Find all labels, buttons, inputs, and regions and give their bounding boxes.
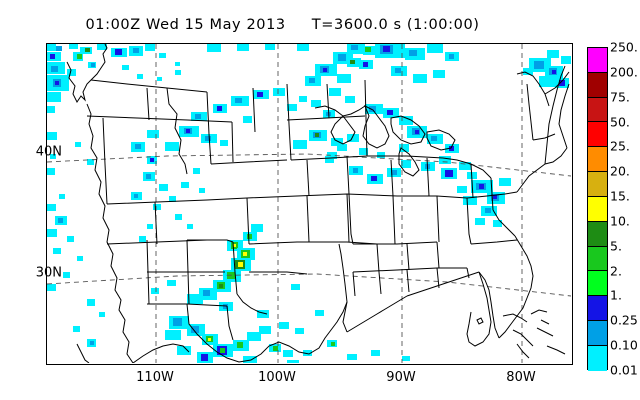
colorbar	[587, 47, 608, 371]
x-tick-80w: 80W	[506, 370, 536, 385]
colorbar-band-025	[588, 321, 607, 346]
precipitation-layer	[47, 44, 571, 363]
colorbar-band-25	[588, 147, 607, 173]
colorbar-band-200	[588, 72, 607, 98]
precip-northern-rockies	[111, 44, 181, 81]
precip-mid-atlantic	[457, 172, 511, 227]
precip-southwest-heavy	[187, 224, 263, 311]
colorbar-band-5	[588, 246, 607, 272]
precip-ohio-valley	[293, 130, 471, 184]
x-tick-100w: 100W	[258, 370, 296, 385]
colorbar-tick-010: 0.10	[610, 337, 638, 353]
colorbar-band-010	[588, 345, 607, 371]
x-tick-110w: 110W	[136, 370, 174, 385]
precip-great-lakes	[327, 104, 459, 164]
colorbar-band-20	[588, 172, 607, 197]
map-canvas	[47, 44, 571, 363]
precip-great-basin	[47, 132, 105, 347]
colorbar-tick-1: 1.	[610, 287, 622, 303]
map-outlines	[66, 44, 570, 363]
colorbar-band-75	[588, 97, 607, 123]
colorbar-tick-50: 50.	[610, 114, 630, 130]
y-tick-30n-text: 30N	[35, 265, 62, 281]
colorbar-tick-001: 0.01	[610, 362, 638, 378]
colorbar-tick-5: 5.	[610, 238, 622, 254]
colorbar-tick-025: 0.25	[610, 312, 638, 328]
x-tick-90w: 90W	[386, 370, 416, 385]
colorbar-tick-200: 200.	[610, 64, 638, 80]
precip-southern-plains	[151, 280, 410, 363]
map-plot-area[interactable]	[46, 43, 573, 365]
precip-canada-border	[207, 44, 459, 83]
colorbar-tick-20: 20.	[610, 163, 630, 179]
colorbar-band-1	[588, 296, 607, 322]
colorbar-band-15	[588, 196, 607, 222]
precip-central-rockies	[131, 142, 205, 242]
precip-pacific-northwest	[47, 44, 107, 113]
colorbar-tick-2: 2.	[610, 263, 622, 279]
colorbar-band-250	[588, 48, 607, 73]
figure-title: 01:00Z Wed 15 May 2013 T=3600.0 s (1:00:…	[85, 17, 480, 33]
precip-new-england	[523, 50, 571, 88]
colorbar-tick-25: 25.	[610, 138, 630, 154]
colorbar-band-2	[588, 271, 607, 297]
colorbar-tick-250: 250.	[610, 39, 638, 55]
colorbar-tick-labels: 250. 200. 75. 50. 25. 20. 15. 10. 5. 2. 1. 0.25 0.10…	[610, 40, 640, 378]
y-tick-40n-text: 40N	[35, 144, 62, 160]
colorbar-band-10	[588, 221, 607, 247]
colorbar-tick-75: 75.	[610, 89, 630, 105]
y-tick-30n: 30N	[8, 266, 62, 281]
colorbar-tick-15: 15.	[610, 188, 630, 204]
y-tick-40n: 40N	[8, 145, 62, 160]
colorbar-band-50	[588, 122, 607, 148]
colorbar-tick-10: 10.	[610, 213, 630, 229]
